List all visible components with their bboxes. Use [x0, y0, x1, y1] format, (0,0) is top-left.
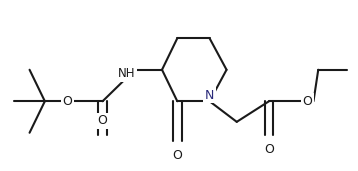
Text: O: O — [303, 95, 312, 108]
Text: NH: NH — [118, 67, 135, 80]
Text: O: O — [98, 114, 107, 127]
Text: O: O — [172, 149, 182, 162]
Text: O: O — [63, 95, 73, 108]
Text: N: N — [205, 89, 214, 102]
Text: O: O — [264, 143, 274, 156]
